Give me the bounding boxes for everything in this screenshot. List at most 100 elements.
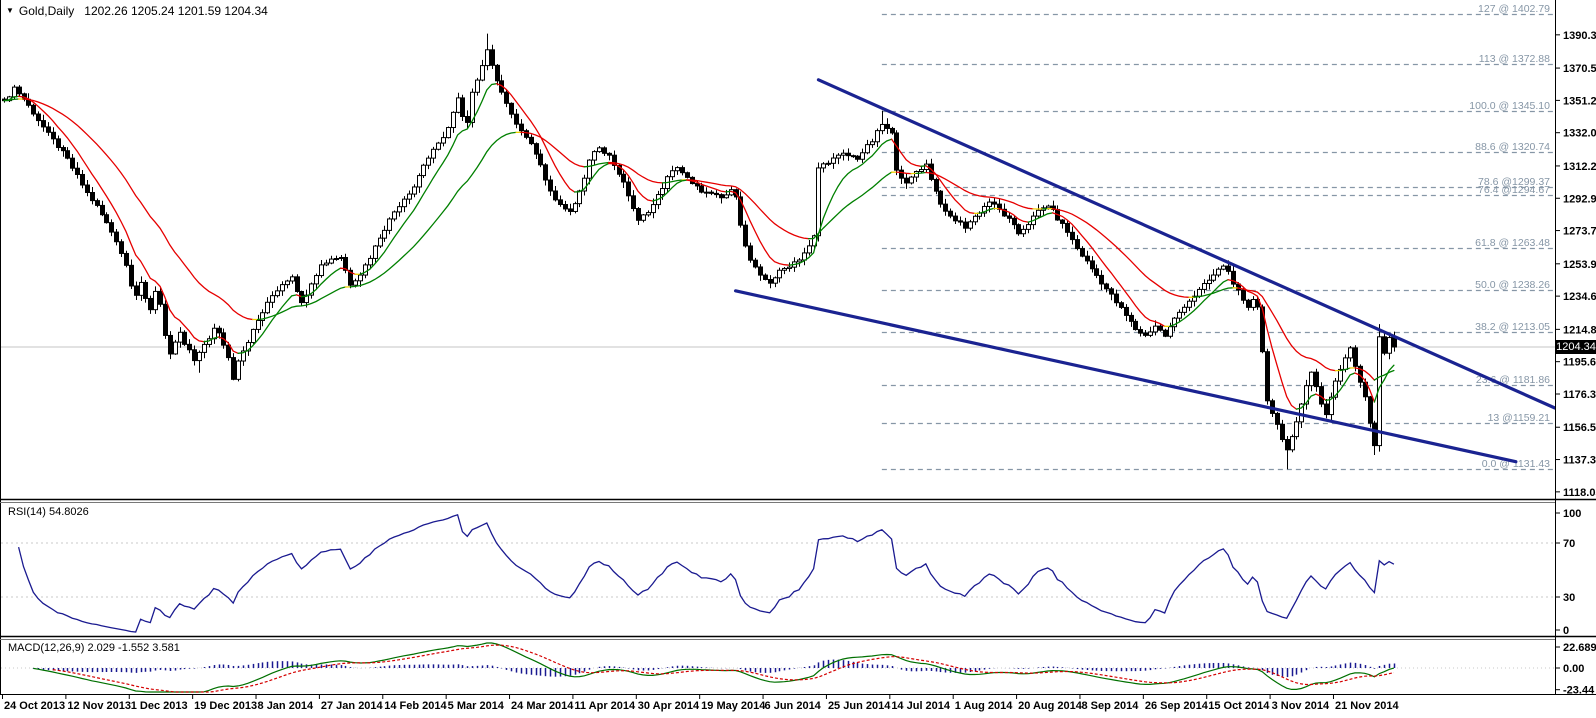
- candle-bear: [743, 224, 748, 247]
- candle-bull: [387, 218, 392, 231]
- date-axis-label: 21 Nov 2014: [1335, 700, 1399, 712]
- ma-fast-segment: [295, 294, 303, 298]
- rsi-indicator-label: RSI(14) 54.8026: [8, 506, 89, 518]
- ma-fast-segment: [978, 207, 995, 214]
- ma-slow-segment: [1193, 287, 1234, 298]
- candle-bear: [163, 303, 168, 336]
- candle-bull: [451, 111, 456, 129]
- candle-bear: [61, 147, 66, 152]
- candle-bull: [431, 148, 436, 159]
- candle-bear: [80, 173, 85, 186]
- date-axis-label: 20 Aug 2014: [1018, 700, 1083, 712]
- price-axis-label: 1234.65: [1563, 291, 1596, 303]
- rsi-axis-label: 0: [1563, 625, 1569, 637]
- candle-bull: [773, 277, 778, 284]
- ma-fast-segment: [359, 83, 498, 276]
- fib-level-label: 61.8 @ 1263.48: [1475, 237, 1550, 249]
- candle-bull: [1304, 385, 1309, 405]
- candle-bear: [714, 192, 719, 196]
- candle-bull: [285, 280, 290, 286]
- candle-bear: [1133, 320, 1138, 331]
- candle-bear: [607, 152, 612, 156]
- candle-bear: [217, 327, 222, 334]
- ma-slow-segment: [925, 171, 1034, 210]
- ma-slow-segment: [1051, 208, 1190, 298]
- candle-bull: [1329, 396, 1334, 416]
- candle-bear: [1236, 283, 1241, 291]
- candle-bear: [226, 344, 231, 359]
- candle-bear: [148, 297, 153, 311]
- candle-bear: [1241, 289, 1246, 301]
- candle-bear: [1143, 332, 1148, 336]
- candle-bull: [880, 123, 885, 132]
- main-price-panel: 127 @ 1402.79 113 @ 1372.88 100.0 @ 1345.1…: [1, 3, 1555, 471]
- channel-upper-trendline: [816, 78, 1555, 410]
- ma-fast-segment: [17, 95, 205, 343]
- candle-bear: [768, 278, 773, 284]
- candle-bear: [36, 113, 41, 122]
- candle-bull: [480, 65, 485, 81]
- candle-bull: [821, 163, 826, 169]
- candle-bull: [441, 137, 446, 144]
- candle-bear: [758, 266, 763, 276]
- chart-title-bar: ▼ Gold,Daily 1202.26 1205.24 1201.59 120…: [6, 4, 268, 18]
- candle-bear: [1065, 222, 1070, 233]
- rsi-axis-label: 30: [1563, 592, 1575, 604]
- price-axis-label: 1390.30: [1563, 30, 1596, 42]
- candle-bear: [1372, 422, 1377, 447]
- date-axis-label: 11 Apr 2014: [574, 700, 636, 712]
- rsi-panel: [1, 513, 1555, 633]
- ma-slow-segment: [808, 171, 893, 240]
- candle-bull: [1177, 311, 1182, 319]
- candle-bear: [626, 181, 631, 197]
- date-axis-label: 27 Jan 2014: [321, 700, 384, 712]
- symbol-dropdown-icon[interactable]: ▼: [6, 6, 14, 15]
- candle-bear: [958, 220, 963, 223]
- ma-fast-segment: [920, 165, 927, 167]
- candle-bear: [1070, 231, 1075, 241]
- candle-bull: [724, 194, 729, 199]
- fib-level-label: 76.4 @1294.67: [1478, 184, 1550, 196]
- ma-fast-segment: [1168, 279, 1229, 328]
- candle-bear: [1129, 314, 1134, 322]
- candle-bull: [1187, 300, 1192, 308]
- candle-bear: [553, 190, 558, 201]
- candle-bear: [1080, 248, 1085, 257]
- macd-signal-line: [52, 644, 1395, 693]
- ma-fast-segment: [1227, 279, 1298, 410]
- ma-slow-segment: [256, 286, 347, 321]
- candle-bull: [446, 127, 451, 139]
- candle-bear: [558, 199, 563, 206]
- candle-bull: [339, 256, 344, 260]
- candle-bear: [295, 276, 300, 292]
- candle-bull: [402, 198, 407, 208]
- candle-bear: [763, 274, 768, 280]
- date-axis-label: 12 Nov 2013: [67, 700, 131, 712]
- ma-slow-segment: [661, 179, 683, 184]
- ma-fast-segment: [339, 267, 356, 275]
- candle-bear: [1124, 306, 1129, 316]
- rsi-line: [17, 513, 1395, 633]
- ma-fast-segment: [651, 179, 688, 202]
- date-axis-label: 26 Sep 2014: [1145, 700, 1209, 712]
- candle-bear: [192, 349, 197, 362]
- candle-bull: [641, 214, 646, 221]
- candle-bull: [412, 186, 417, 195]
- ma-fast-segment: [573, 162, 610, 193]
- candle-bull: [577, 190, 582, 205]
- candle-bear: [1285, 439, 1290, 451]
- ma-slow-segment: [1354, 367, 1376, 381]
- candle-bear: [1002, 208, 1007, 217]
- candle-bear: [621, 173, 626, 183]
- fib-level-label: 0.0 @ 1131.43: [1482, 458, 1550, 470]
- candle-bear: [534, 143, 539, 155]
- candle-bull: [1036, 209, 1041, 217]
- candle-bear: [953, 215, 958, 222]
- ma-fast-segment: [608, 162, 654, 202]
- ma-fast-segment: [1373, 364, 1395, 403]
- candle-bear: [1368, 396, 1373, 424]
- date-axis-label: 1 Dec 2013: [131, 700, 188, 712]
- candle-bear: [51, 131, 56, 140]
- ma-fast-segment: [890, 138, 922, 167]
